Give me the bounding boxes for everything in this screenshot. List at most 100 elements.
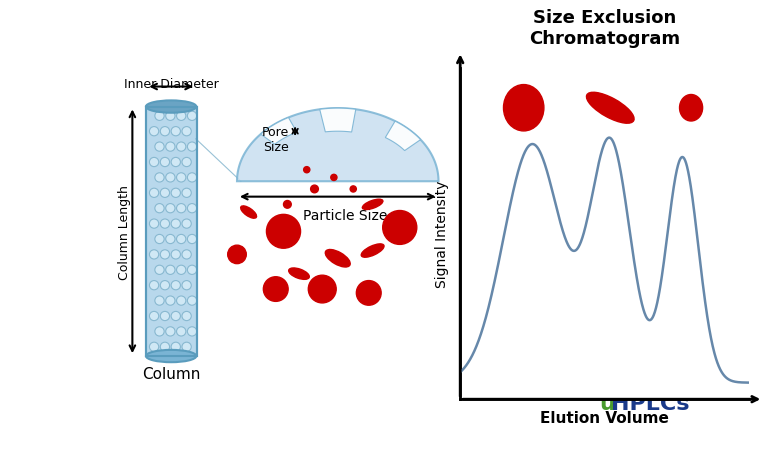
Circle shape — [182, 219, 191, 229]
PathPatch shape — [320, 109, 356, 133]
Ellipse shape — [289, 269, 310, 280]
Text: Column Length: Column Length — [118, 185, 131, 279]
Circle shape — [155, 235, 164, 244]
Circle shape — [182, 127, 191, 136]
Text: HPLCs: HPLCs — [611, 393, 689, 413]
Circle shape — [176, 204, 186, 213]
Circle shape — [155, 327, 164, 336]
Circle shape — [155, 174, 164, 183]
Ellipse shape — [363, 200, 383, 210]
Circle shape — [150, 312, 158, 321]
Circle shape — [155, 297, 164, 306]
Ellipse shape — [587, 93, 634, 124]
Ellipse shape — [361, 244, 384, 257]
Circle shape — [356, 281, 381, 306]
Circle shape — [187, 204, 197, 213]
Ellipse shape — [146, 101, 197, 113]
Circle shape — [383, 211, 417, 245]
Circle shape — [303, 167, 310, 174]
Ellipse shape — [325, 250, 350, 268]
Circle shape — [165, 204, 175, 213]
Circle shape — [176, 235, 186, 244]
Circle shape — [176, 266, 186, 275]
Circle shape — [155, 143, 164, 152]
Circle shape — [150, 250, 158, 259]
Circle shape — [160, 250, 169, 259]
Circle shape — [176, 327, 186, 336]
Circle shape — [171, 158, 180, 167]
Circle shape — [165, 266, 175, 275]
Circle shape — [160, 342, 169, 352]
Circle shape — [155, 112, 164, 121]
Text: ®: ® — [647, 392, 659, 402]
Circle shape — [176, 297, 186, 306]
Circle shape — [187, 235, 197, 244]
Circle shape — [176, 143, 186, 152]
Circle shape — [150, 281, 158, 290]
Circle shape — [176, 174, 186, 183]
Circle shape — [182, 281, 191, 290]
Circle shape — [187, 112, 197, 121]
Text: Particle Size: Particle Size — [303, 209, 388, 223]
Circle shape — [160, 158, 169, 167]
Circle shape — [350, 186, 356, 193]
PathPatch shape — [237, 109, 438, 182]
Text: Inner Diameter: Inner Diameter — [124, 78, 218, 91]
Circle shape — [160, 312, 169, 321]
Circle shape — [165, 112, 175, 121]
Circle shape — [150, 342, 158, 352]
Circle shape — [187, 143, 197, 152]
Circle shape — [171, 342, 180, 352]
Circle shape — [150, 127, 158, 136]
Circle shape — [165, 235, 175, 244]
Circle shape — [155, 204, 164, 213]
FancyBboxPatch shape — [147, 107, 197, 356]
Circle shape — [310, 186, 318, 193]
Circle shape — [331, 175, 337, 181]
Circle shape — [182, 158, 191, 167]
Title: Size Exclusion
Chromatogram: Size Exclusion Chromatogram — [529, 9, 680, 48]
Y-axis label: Signal Intensity: Signal Intensity — [435, 180, 449, 288]
Circle shape — [160, 189, 169, 198]
Circle shape — [171, 250, 180, 259]
Circle shape — [182, 342, 191, 352]
Circle shape — [160, 127, 169, 136]
Circle shape — [150, 219, 158, 229]
Circle shape — [182, 189, 191, 198]
Circle shape — [283, 201, 291, 209]
Circle shape — [165, 174, 175, 183]
Circle shape — [171, 189, 180, 198]
Text: Column: Column — [142, 366, 200, 381]
PathPatch shape — [385, 122, 420, 151]
Circle shape — [171, 281, 180, 290]
Circle shape — [187, 327, 197, 336]
Circle shape — [308, 275, 336, 303]
X-axis label: Elution Volume: Elution Volume — [540, 410, 669, 425]
Circle shape — [679, 95, 703, 122]
Circle shape — [171, 219, 180, 229]
Circle shape — [150, 189, 158, 198]
Text: Pore
Size: Pore Size — [262, 126, 289, 154]
Circle shape — [267, 215, 300, 249]
Circle shape — [171, 127, 180, 136]
Ellipse shape — [146, 350, 197, 363]
Text: u: u — [600, 393, 615, 413]
Circle shape — [150, 158, 158, 167]
Circle shape — [187, 297, 197, 306]
Circle shape — [182, 312, 191, 321]
Circle shape — [160, 281, 169, 290]
Circle shape — [176, 112, 186, 121]
Circle shape — [187, 266, 197, 275]
Circle shape — [264, 277, 288, 302]
Circle shape — [155, 266, 164, 275]
Circle shape — [182, 250, 191, 259]
PathPatch shape — [261, 118, 297, 145]
Circle shape — [165, 297, 175, 306]
Ellipse shape — [241, 207, 257, 219]
Circle shape — [160, 219, 169, 229]
Circle shape — [228, 246, 246, 264]
Circle shape — [504, 85, 544, 132]
Circle shape — [187, 174, 197, 183]
Circle shape — [165, 327, 175, 336]
Circle shape — [165, 143, 175, 152]
